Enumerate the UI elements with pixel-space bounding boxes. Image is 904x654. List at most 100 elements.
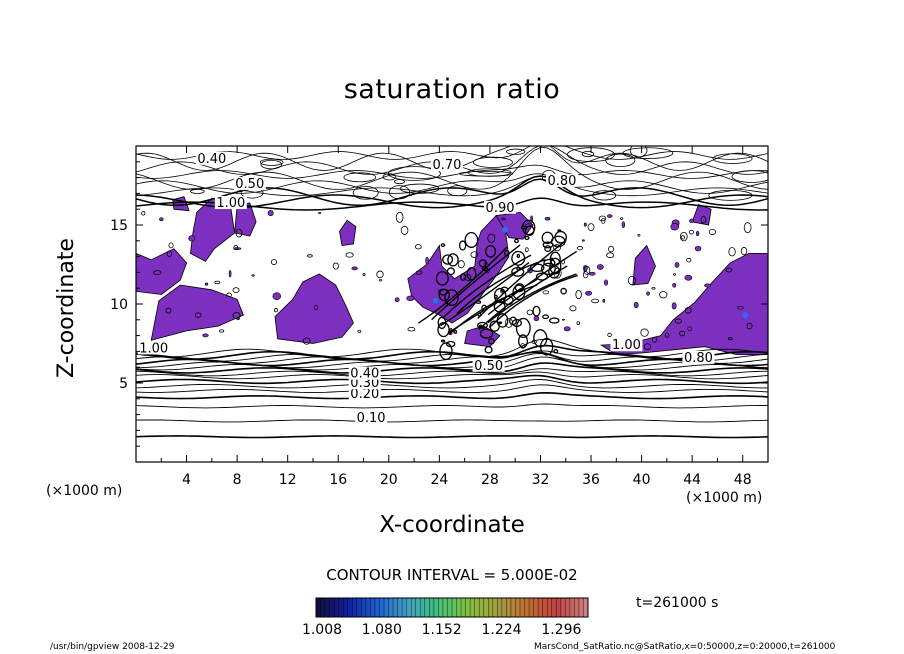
time-label: t=261000 s <box>636 595 719 611</box>
supersaturated-speck <box>603 279 609 286</box>
supersaturated-region <box>234 202 257 237</box>
colorbar-cell <box>442 598 448 617</box>
supersaturated-speck <box>596 264 604 270</box>
contour-loop <box>746 322 753 330</box>
contour-label-bg <box>214 196 247 210</box>
contour-loop <box>235 228 243 238</box>
contour-line <box>136 391 768 400</box>
contour-loop <box>376 270 384 279</box>
colorbar-labels: 1.008 1.080 1.152 1.224 1.296 <box>302 622 582 638</box>
colorbar <box>315 597 589 618</box>
contour-label-bg <box>430 158 463 172</box>
contour-loop <box>548 317 560 324</box>
colorbar-cell <box>370 598 376 617</box>
contour-label-bg <box>348 387 381 401</box>
supersaturated-region <box>632 244 656 286</box>
contour-loop <box>484 261 488 265</box>
contour-loop <box>476 321 488 329</box>
x-tick-label: 40 <box>633 472 651 488</box>
supersaturated-speck <box>671 302 677 310</box>
colorbar-cell <box>356 598 362 617</box>
contour-loop <box>438 288 450 302</box>
colorbar-cell <box>365 598 371 617</box>
supersaturated-speck <box>314 304 319 311</box>
colorbar-cell <box>325 598 330 617</box>
colorbar-cell <box>569 598 575 617</box>
contour-line <box>440 262 530 327</box>
supersaturated-speck <box>583 222 587 227</box>
contour-loop <box>233 245 239 250</box>
contour-loop <box>587 223 595 232</box>
contour-loop <box>472 156 513 168</box>
supersaturated-speck <box>687 326 693 331</box>
colorbar-cell <box>488 598 494 617</box>
contour-loop <box>484 346 493 354</box>
colorbar-cell <box>524 598 530 617</box>
x-tick-label: 32 <box>532 472 550 488</box>
contour-loop <box>673 273 676 276</box>
contour-loop <box>554 230 567 244</box>
contour-loop <box>362 273 366 277</box>
contour-loop <box>302 337 311 345</box>
x-tick-label: 44 <box>683 472 701 488</box>
contour-loop <box>440 243 446 248</box>
contour-loop <box>659 291 668 299</box>
supersaturated-speck <box>204 282 209 286</box>
colorbar-cell <box>538 598 543 617</box>
contour-loop <box>684 307 692 314</box>
contour-line <box>136 419 768 423</box>
contour-line <box>136 371 768 380</box>
contour-loop <box>442 254 454 265</box>
colorbar-cell <box>492 598 498 617</box>
contour-loop <box>544 245 552 253</box>
contour-loop <box>153 270 162 275</box>
x-axis-unit: (×1000 m) <box>686 490 763 506</box>
supersaturated-speck <box>533 315 540 322</box>
contour-line <box>488 274 578 329</box>
supersaturated-speck <box>704 283 712 288</box>
x-tick-label: 20 <box>380 472 398 488</box>
contour-loop <box>487 233 496 243</box>
contour-loop <box>388 185 411 200</box>
contour-label: 0.80 <box>547 174 576 189</box>
high-saturation-spot <box>432 297 439 304</box>
contour-loop <box>440 339 446 343</box>
colorbar-cell <box>556 598 562 617</box>
contour-loop <box>708 189 753 201</box>
colorbar-cell <box>515 598 521 617</box>
y-axis-ticks: 5 10 15 <box>110 161 768 447</box>
colorbar-frame <box>315 597 589 618</box>
contour-label: 0.30 <box>350 376 379 391</box>
contour-loop <box>542 241 554 249</box>
colorbar-cell <box>438 598 444 617</box>
contour-loop <box>743 222 752 234</box>
colorbar-cell <box>501 598 507 617</box>
supersaturated-speck <box>544 217 551 221</box>
contour-loop <box>581 150 595 158</box>
x-tick-label: 12 <box>279 472 297 488</box>
contour-line <box>456 258 546 314</box>
colorbar-cell <box>424 598 430 617</box>
contour-loop <box>679 231 688 242</box>
x-tick-label: 48 <box>734 472 752 488</box>
colorbar-cell <box>452 598 457 617</box>
contour-loop <box>504 317 513 328</box>
contour-label-bg <box>472 358 505 372</box>
contour-loop <box>569 305 577 312</box>
contour-loop <box>627 275 636 286</box>
contour-lines <box>136 146 768 439</box>
supersaturated-region <box>136 248 188 295</box>
colorbar-cell <box>329 598 335 617</box>
supersaturated-regions <box>136 196 768 356</box>
contour-loop <box>640 328 649 337</box>
contour-loop <box>601 217 606 224</box>
colorbar-tick-label: 1.008 <box>302 622 342 638</box>
colorbar-cell <box>406 598 412 617</box>
contour-loop <box>382 173 397 181</box>
contour-loop <box>591 298 600 304</box>
contour-label: 0.70 <box>432 158 461 173</box>
colorbar-cell <box>560 598 566 617</box>
contour-loop <box>524 235 530 241</box>
contour-loop <box>498 321 503 325</box>
contour-line <box>136 175 768 197</box>
